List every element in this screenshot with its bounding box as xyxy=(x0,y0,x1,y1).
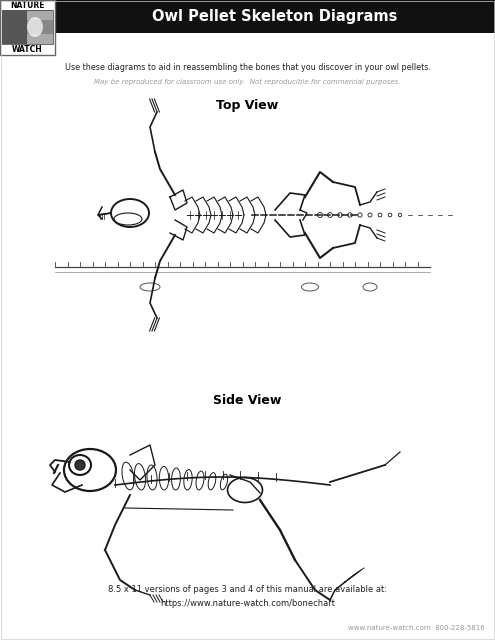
Bar xyxy=(2,10,53,44)
Text: Use these diagrams to aid in reassembling the bones that you discover in your ow: Use these diagrams to aid in reassemblin… xyxy=(64,63,431,72)
Ellipse shape xyxy=(27,17,43,37)
Bar xyxy=(55,0,495,33)
Text: NATURE: NATURE xyxy=(10,1,45,10)
Text: Side View: Side View xyxy=(213,394,282,406)
Text: Owl Pellet Skeleton Diagrams: Owl Pellet Skeleton Diagrams xyxy=(152,9,397,24)
Bar xyxy=(0,0,55,55)
Bar xyxy=(27,20,53,34)
Bar xyxy=(2,10,53,44)
Text: https://www.nature-watch.com/bonechart: https://www.nature-watch.com/bonechart xyxy=(160,600,335,609)
Circle shape xyxy=(75,460,85,470)
Text: www.nature-watch.com  800-228-5816: www.nature-watch.com 800-228-5816 xyxy=(348,625,485,631)
Bar xyxy=(2,10,27,44)
Text: May be reproduced for classroom use only.  Not reproducible for commercial purpo: May be reproduced for classroom use only… xyxy=(94,79,401,85)
Text: Top View: Top View xyxy=(216,99,279,111)
Text: WATCH: WATCH xyxy=(12,45,43,54)
Text: 8.5 x 11 versions of pages 3 and 4 of this manual are available at:: 8.5 x 11 versions of pages 3 and 4 of th… xyxy=(108,586,387,595)
